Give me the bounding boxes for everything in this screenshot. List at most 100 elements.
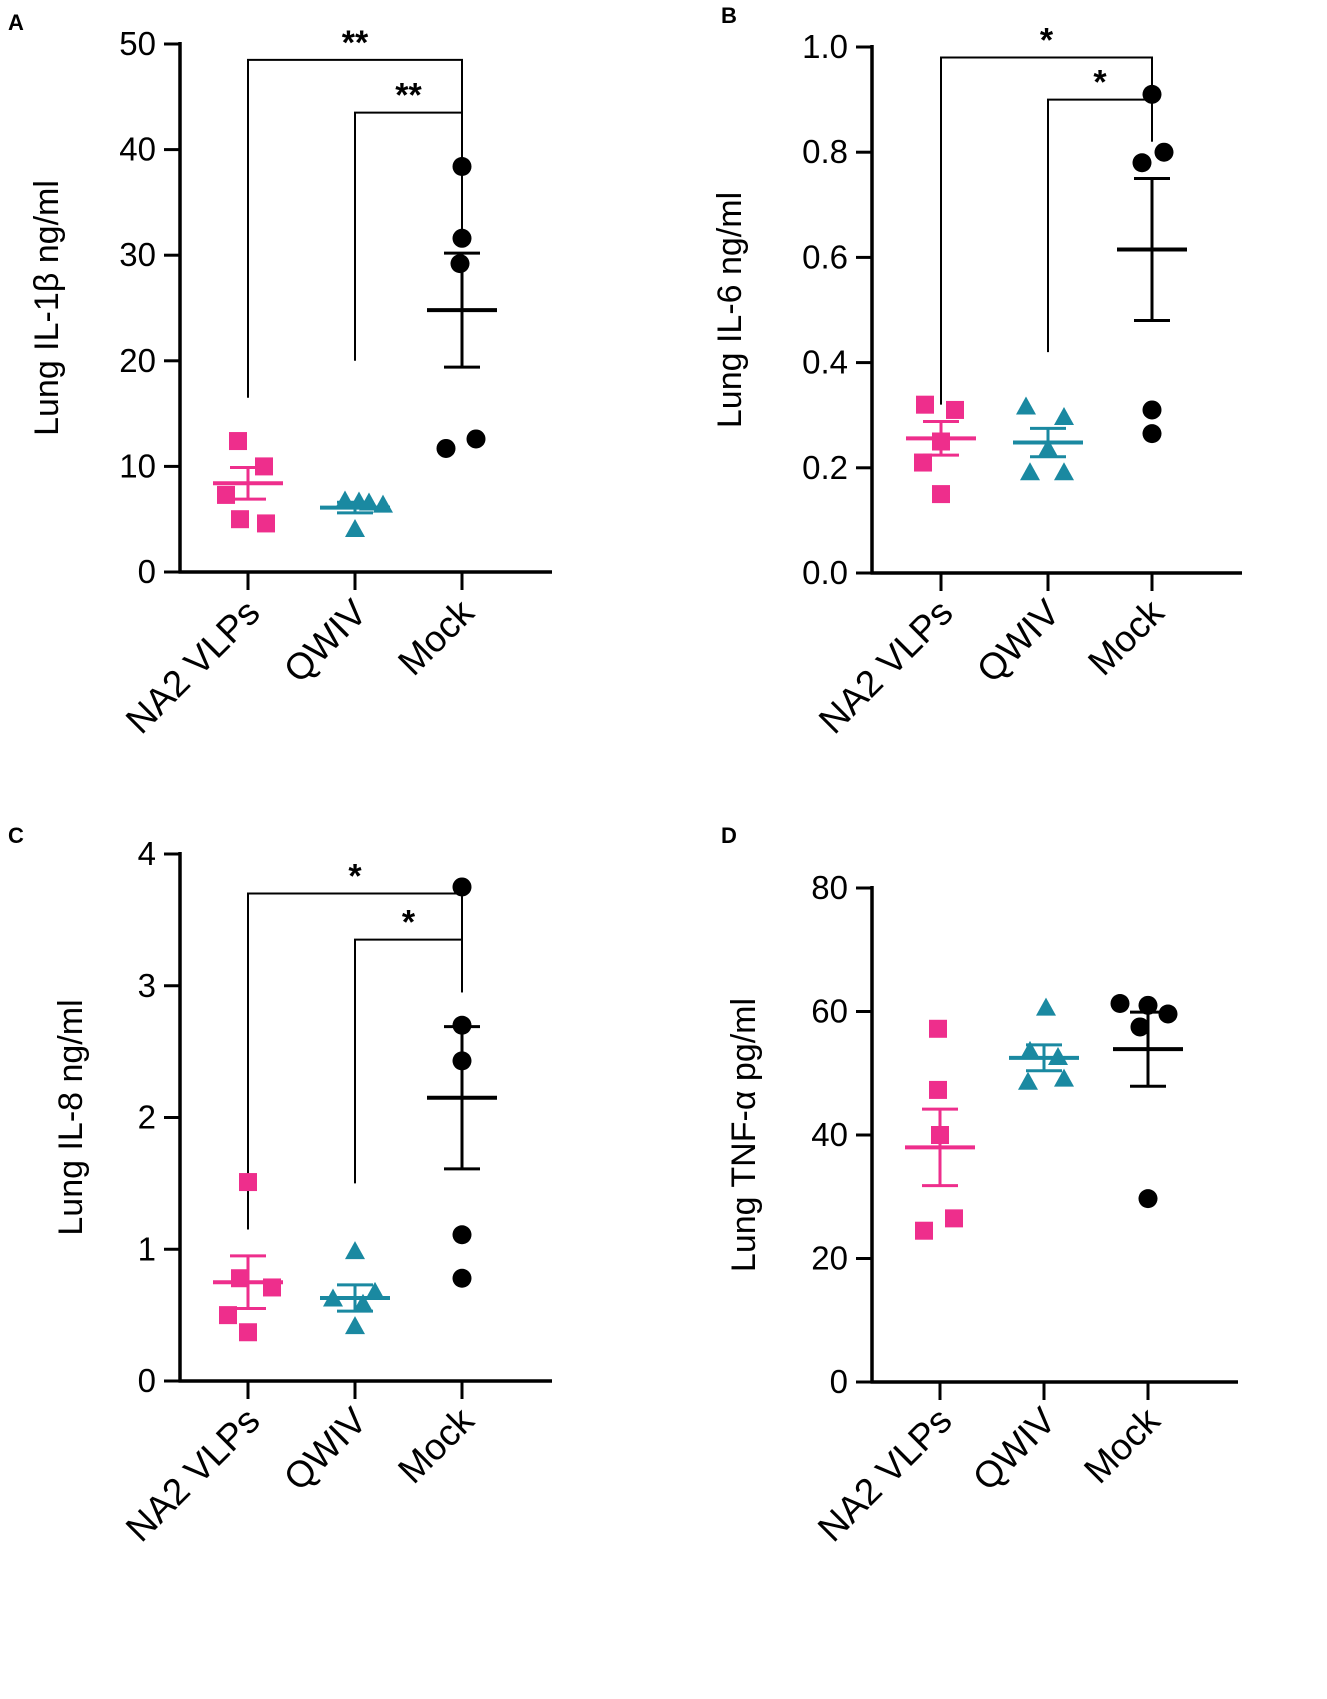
data-point (452, 877, 472, 897)
data-point (1020, 1040, 1040, 1059)
panel-a-significance-bracket (354, 111, 463, 361)
panel-b-category-label: QWIV (969, 591, 1068, 690)
data-point (231, 510, 249, 529)
data-point (1020, 462, 1040, 481)
panel-d-y-axis-label: Lung TNF-α pg/ml (725, 998, 763, 1272)
panel-b-category-label: Mock (1080, 591, 1172, 683)
panel-d-y-tick-label: 40 (811, 1116, 848, 1153)
panel-b-significance-label: * (1093, 64, 1107, 102)
panel-b: B 0.0 0.2 0.4 0.6 0.8 1.0 NA2 VLPs QWIV Mock Lung … (711, 3, 1242, 741)
panel-a-significance-label: ** (342, 24, 369, 62)
panel-c-y-tick-label: 4 (138, 835, 156, 872)
data-point (1110, 993, 1130, 1013)
data-point (345, 1316, 365, 1335)
panel-a: A 0 10 20 30 40 50 NA2 VLPs QWIV Mock Lung IL-1β n… (8, 10, 552, 741)
data-point (1142, 400, 1162, 420)
panel-d-group-mock (1110, 993, 1183, 1209)
panel-b-significance-bracket (940, 56, 1153, 405)
data-point (931, 1126, 949, 1144)
panel-b-group-na2-vlps (906, 395, 976, 504)
data-point (335, 490, 355, 509)
data-point (932, 485, 950, 504)
panel-b-y-tick-label: 0.2 (802, 449, 848, 486)
panel-a-y-tick-label: 0 (138, 553, 156, 590)
data-point (1132, 153, 1152, 173)
data-point (231, 1269, 249, 1288)
data-point (255, 457, 273, 476)
panel-d-category-label: QWIV (965, 1399, 1064, 1498)
panel-a-significance-label: ** (395, 77, 422, 115)
panel-a-y-tick-label: 40 (119, 131, 156, 168)
panel-c-y-tick-label: 3 (138, 967, 156, 1004)
data-point (365, 1281, 385, 1300)
panel-d-y-tick-label: 20 (811, 1240, 848, 1277)
panel-d-y-tick-label: 80 (811, 869, 848, 906)
data-point (452, 1225, 472, 1245)
panel-b-significance-label: * (1040, 22, 1054, 60)
data-point (914, 453, 932, 472)
panel-c-category-label: Mock (390, 1399, 482, 1491)
panel-c-y-tick-label: 2 (138, 1099, 156, 1136)
data-point (1142, 84, 1162, 104)
panel-c-category-label: NA2 VLPs (118, 1400, 268, 1550)
data-point (1142, 424, 1162, 444)
panel-b-group-mock (1117, 84, 1187, 444)
panel-c-significance-bracket (354, 938, 463, 1184)
data-point (1016, 396, 1036, 415)
panel-b-group-qwiv (1013, 396, 1083, 481)
panel-b-y-axis-label: Lung IL-6 ng/ml (711, 192, 749, 428)
panel-d: D 0 20 40 60 80 NA2 VLPs QWIV Mock Lung TNF-α pg/… (721, 823, 1238, 1549)
panel-a-group-na2-vlps (213, 432, 283, 533)
data-point (239, 1323, 257, 1342)
data-point (229, 432, 247, 451)
panel-c-category-label: QWIV (276, 1399, 375, 1498)
data-point (1138, 995, 1158, 1015)
panel-a-group-mock (427, 156, 497, 458)
panel-c-group-mock (427, 877, 497, 1288)
panel-a-y-tick-label: 30 (119, 236, 156, 273)
data-point (219, 1306, 237, 1325)
panel-d-category-label: Mock (1076, 1399, 1168, 1491)
panel-b-y-tick-label: 0.8 (802, 133, 848, 170)
data-point (323, 1288, 343, 1307)
panel-b-significance-bracket (1047, 98, 1153, 353)
panel-d-y-tick-label: 60 (811, 993, 848, 1030)
panel-a-category-label: NA2 VLPs (118, 592, 268, 742)
panel-b-category-label: NA2 VLPs (811, 592, 961, 742)
data-point (1048, 1047, 1068, 1066)
panel-a-group-qwiv (320, 490, 393, 537)
data-point (450, 254, 470, 274)
data-point (353, 1293, 373, 1312)
data-point (373, 494, 393, 513)
panel-a-y-tick-label: 50 (119, 25, 156, 62)
data-point (946, 400, 964, 419)
data-point (1018, 1071, 1038, 1090)
panel-b-y-tick-label: 0.6 (802, 238, 848, 275)
data-point (263, 1278, 281, 1297)
data-point (932, 432, 950, 451)
panel-c-group-na2-vlps (213, 1173, 283, 1342)
panel-b-y-tick-label: 0.0 (802, 554, 848, 591)
data-point (1158, 1004, 1178, 1024)
panel-d-category-label: NA2 VLPs (810, 1400, 960, 1550)
data-point (1154, 142, 1174, 162)
panel-b-y-tick-label: 0.4 (802, 344, 848, 381)
data-point (1130, 1017, 1150, 1037)
data-point (929, 1080, 947, 1099)
panel-c-group-qwiv (320, 1241, 390, 1335)
data-point (359, 492, 379, 511)
panel-a-category-label: Mock (390, 591, 482, 683)
panel-a-y-tick-label: 10 (119, 447, 156, 484)
panel-d-letter: D (721, 823, 737, 848)
panel-c-y-tick-label: 1 (138, 1230, 156, 1267)
data-point (466, 429, 486, 449)
panel-a-y-axis-label: Lung IL-1β ng/ml (28, 180, 66, 436)
data-point (1038, 438, 1058, 457)
panel-d-group-na2-vlps (905, 1019, 975, 1240)
data-point (345, 518, 365, 537)
data-point (452, 156, 472, 176)
panel-c: C 0 1 2 3 4 NA2 VLPs QWIV Mock Lung IL-8 ng/ml * * (8, 823, 552, 1549)
data-point (1054, 462, 1074, 481)
panel-a-y-tick-label: 20 (119, 342, 156, 379)
